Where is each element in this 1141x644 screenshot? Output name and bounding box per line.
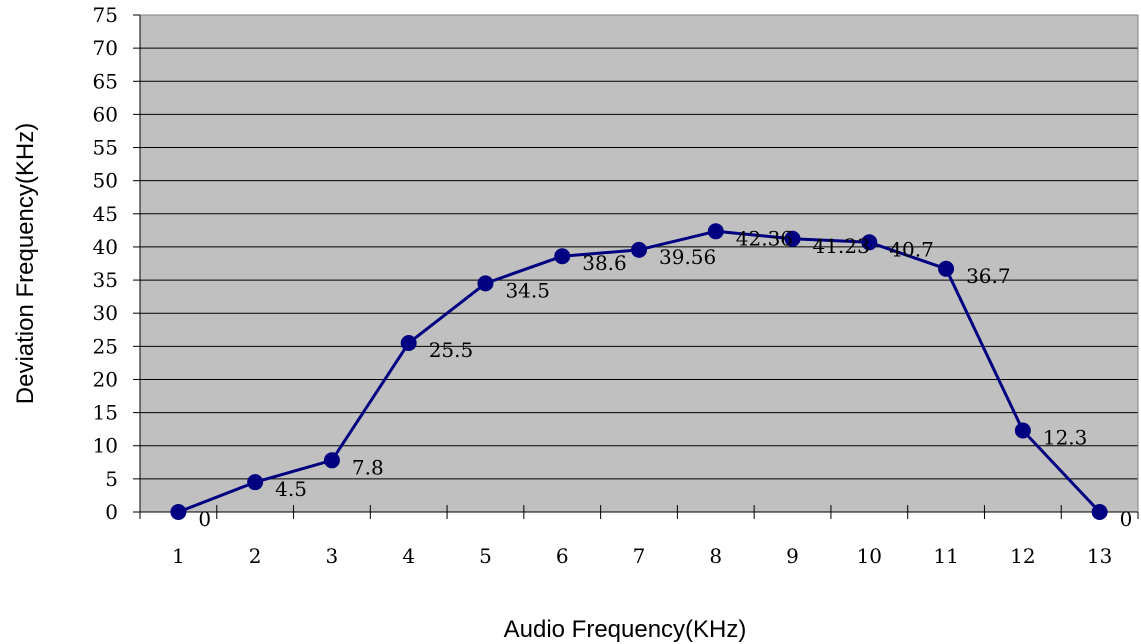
data-point <box>477 275 494 292</box>
data-label: 40.7 <box>889 237 934 261</box>
y-tick-label: 10 <box>93 434 118 458</box>
y-tick-label: 15 <box>93 401 118 425</box>
y-tick-label: 65 <box>93 69 118 93</box>
x-tick-label: 12 <box>1010 544 1035 568</box>
y-tick-label: 35 <box>93 268 118 292</box>
data-label: 25.5 <box>429 338 474 362</box>
data-point <box>1014 422 1031 439</box>
x-tick-labels: 1 2 3 4 5 6 7 8 9 10 11 12 13 <box>172 544 1112 568</box>
data-label: 36.7 <box>966 264 1011 288</box>
y-tick-label: 70 <box>93 36 118 60</box>
x-tick-label: 6 <box>556 544 569 568</box>
y-tick-label: 45 <box>93 202 118 226</box>
axes <box>139 14 1139 513</box>
y-tick-labels: 0 5 10 15 20 25 30 35 40 45 50 55 60 65 70 75 <box>93 3 118 524</box>
data-label: 41.23 <box>813 234 870 258</box>
x-tick-label: 7 <box>633 544 646 568</box>
data-label: 34.5 <box>505 278 550 302</box>
x-tick-label: 3 <box>326 544 339 568</box>
data-label: 12.3 <box>1043 425 1088 449</box>
gridlines <box>133 14 1138 513</box>
x-tick-label: 5 <box>479 544 492 568</box>
y-tick-label: 40 <box>93 235 118 259</box>
x-tick-label: 1 <box>172 544 185 568</box>
data-point <box>247 474 264 491</box>
x-tick-label: 4 <box>402 544 415 568</box>
data-labels: 0 4.5 7.8 25.5 34.5 38.6 39.56 42.36 41.23 40.7 36… <box>198 226 1132 531</box>
x-tick-label: 11 <box>933 544 958 568</box>
data-label: 42.36 <box>736 226 793 250</box>
data-point <box>707 223 724 240</box>
data-label: 0 <box>198 507 211 531</box>
data-label: 39.56 <box>659 245 716 269</box>
plot-area <box>140 15 1138 512</box>
series-markers <box>170 223 1108 520</box>
data-point <box>784 230 801 247</box>
y-tick-label: 60 <box>93 102 118 126</box>
data-label: 4.5 <box>275 477 307 501</box>
data-point <box>323 452 340 469</box>
data-point <box>938 260 955 277</box>
x-tick-label: 9 <box>786 544 799 568</box>
y-tick-label: 50 <box>93 169 118 193</box>
x-tick-label: 10 <box>857 544 882 568</box>
data-point <box>554 248 571 265</box>
x-tick-label: 13 <box>1087 544 1112 568</box>
y-axis-title: Deviation Frequency(KHz) <box>12 123 39 404</box>
y-tick-label: 55 <box>93 136 118 160</box>
y-tick-label: 20 <box>93 367 118 391</box>
data-point <box>400 335 417 352</box>
y-tick-label: 75 <box>93 3 118 27</box>
data-label: 38.6 <box>582 251 627 275</box>
y-tick-label: 25 <box>93 334 118 358</box>
x-axis-title: Audio Frequency(KHz) <box>504 616 747 643</box>
data-label: 0 <box>1120 507 1133 531</box>
x-tick-label: 2 <box>249 544 262 568</box>
data-point <box>631 241 647 258</box>
data-point <box>861 234 878 251</box>
x-tick-label: 8 <box>709 544 722 568</box>
data-label: 7.8 <box>352 455 384 479</box>
y-tick-label: 0 <box>105 500 118 524</box>
y-tick-label: 5 <box>105 467 118 491</box>
data-point <box>170 504 187 520</box>
data-point <box>1091 504 1108 520</box>
y-tick-label: 30 <box>93 301 118 325</box>
